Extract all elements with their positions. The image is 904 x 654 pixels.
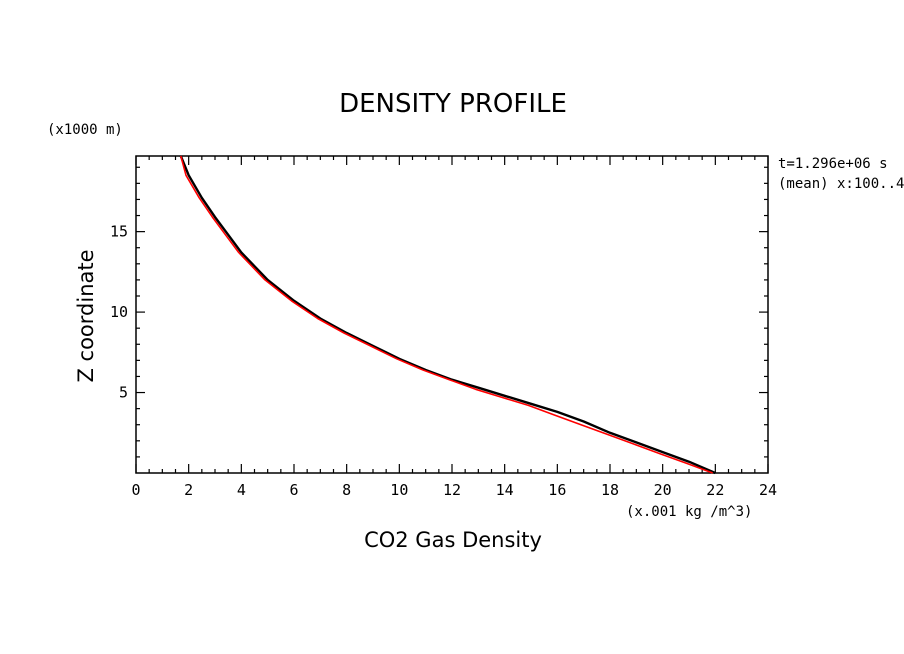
x-axis-label: CO2 Gas Density bbox=[364, 528, 542, 552]
x-tick-label: 14 bbox=[496, 481, 514, 499]
x-tick-label: 18 bbox=[601, 481, 619, 499]
y-axis-label: Z coordinate bbox=[74, 249, 98, 382]
annotation-time: t=1.296e+06 s bbox=[778, 156, 888, 172]
x-tick-label: 20 bbox=[654, 481, 672, 499]
series-lines bbox=[179, 155, 716, 475]
x-tick-label: 0 bbox=[131, 481, 140, 499]
series-line-2 bbox=[180, 155, 713, 474]
x-tick-label: 22 bbox=[706, 481, 724, 499]
plot-frame bbox=[135, 155, 769, 474]
x-tick-label: 6 bbox=[289, 481, 298, 499]
x-tick-label: 24 bbox=[759, 481, 777, 499]
chart-title: DENSITY PROFILE bbox=[339, 89, 567, 119]
series-line-1 bbox=[179, 155, 716, 475]
y-tick-label: 15 bbox=[110, 223, 128, 241]
x-tick-label: 10 bbox=[390, 481, 408, 499]
x-tick-label: 2 bbox=[184, 481, 193, 499]
y-axis-unit: (x1000 m) bbox=[47, 122, 123, 138]
x-axis-unit: (x.001 kg /m^3) bbox=[626, 504, 752, 520]
x-tick-label: 12 bbox=[443, 481, 461, 499]
annotation-mean-range: (mean) x:100..4 bbox=[778, 176, 904, 192]
x-tick-label: 4 bbox=[237, 481, 246, 499]
x-tick-label: 16 bbox=[548, 481, 566, 499]
x-tick-label: 8 bbox=[342, 481, 351, 499]
y-tick-label: 10 bbox=[110, 303, 128, 321]
y-tick-label: 5 bbox=[119, 384, 128, 402]
